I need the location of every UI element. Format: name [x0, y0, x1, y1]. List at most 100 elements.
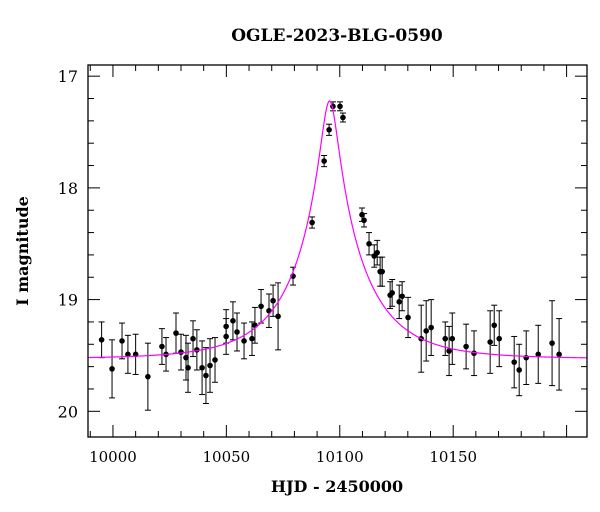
x-tick-label: 10050	[202, 448, 250, 466]
data-point	[399, 281, 406, 312]
point-marker	[119, 338, 125, 344]
data-point	[374, 239, 381, 266]
point-marker	[399, 293, 405, 300]
data-point	[241, 322, 248, 360]
point-marker	[366, 240, 372, 247]
point-marker	[516, 367, 522, 373]
point-marker	[173, 330, 179, 336]
point-marker	[190, 335, 196, 342]
point-marker	[145, 373, 151, 380]
point-marker	[207, 362, 213, 369]
point-marker	[199, 364, 205, 371]
point-marker	[337, 103, 343, 110]
x-tick-label: 10150	[429, 448, 477, 466]
data-point	[173, 312, 180, 354]
point-marker	[183, 354, 189, 361]
point-marker	[321, 158, 327, 164]
point-marker	[361, 217, 367, 224]
data-point	[487, 310, 494, 374]
data-point	[379, 256, 386, 287]
data-point	[449, 312, 456, 365]
data-point	[258, 289, 265, 324]
point-marker	[249, 335, 255, 342]
point-marker	[535, 351, 542, 358]
data-point	[98, 321, 105, 359]
point-marker	[491, 322, 498, 329]
data-point	[212, 337, 219, 383]
data-point	[275, 282, 282, 351]
point-marker	[309, 219, 315, 226]
plot-frame	[87, 64, 588, 438]
data-point	[132, 333, 139, 375]
data-point	[182, 334, 189, 381]
x-tick-label: 10100	[316, 448, 364, 466]
data-point	[511, 335, 518, 389]
x-tick-label: 10000	[89, 448, 137, 466]
point-marker	[396, 299, 402, 305]
data-point	[446, 325, 453, 377]
point-marker	[98, 337, 105, 343]
data-point	[535, 324, 542, 384]
data-point	[248, 321, 255, 356]
data-point	[523, 330, 530, 385]
data-point	[185, 342, 192, 393]
data-point	[423, 300, 430, 362]
point-marker	[241, 338, 247, 344]
data-point	[190, 320, 197, 358]
point-marker	[258, 303, 264, 310]
data-point	[229, 301, 236, 341]
data-point	[234, 312, 241, 352]
point-marker	[125, 351, 131, 358]
data-point	[371, 244, 378, 268]
point-marker	[428, 324, 434, 331]
point-marker	[159, 343, 165, 350]
point-marker	[203, 372, 209, 379]
data-point	[144, 342, 151, 411]
point-marker	[405, 314, 411, 321]
point-marker	[185, 364, 191, 371]
point-marker	[556, 351, 562, 358]
data-point	[336, 101, 343, 112]
point-marker	[463, 343, 469, 350]
data-point	[361, 213, 368, 228]
model-curve	[87, 100, 588, 359]
data-point	[321, 154, 328, 168]
tick-labels: 10000 10050 10100 10150 17 18 19 20	[58, 67, 477, 466]
point-marker	[234, 329, 240, 335]
data-point	[202, 347, 209, 404]
point-marker	[326, 126, 332, 133]
point-marker	[252, 322, 258, 329]
point-marker	[446, 348, 452, 354]
point-marker	[449, 335, 456, 342]
point-marker	[223, 333, 229, 340]
data-point	[119, 322, 126, 360]
data-point	[339, 112, 346, 123]
data-point	[124, 334, 131, 374]
point-marker	[178, 349, 184, 355]
x-axis-label: HJD - 2450000	[271, 477, 403, 496]
point-marker	[379, 268, 385, 275]
data-point	[496, 310, 503, 368]
y-axis-label: I magnitude	[13, 196, 32, 306]
data-point	[549, 300, 556, 387]
y-tick-label: 18	[58, 179, 78, 198]
y-tick-label: 17	[58, 67, 78, 86]
chart-title: OGLE-2023-BLG-0590	[231, 26, 443, 46]
data-point	[309, 216, 316, 229]
point-marker	[423, 328, 429, 334]
point-marker	[487, 339, 493, 345]
axis-ticks	[88, 65, 587, 437]
point-marker	[109, 366, 115, 372]
data-point	[442, 321, 449, 356]
point-marker	[275, 313, 281, 320]
y-tick-label: 20	[58, 402, 78, 421]
data-point	[556, 318, 563, 391]
data-point	[177, 333, 184, 371]
point-marker	[340, 114, 346, 121]
data-point	[516, 343, 523, 397]
point-marker	[230, 318, 236, 324]
data-point	[428, 299, 435, 356]
data-points	[98, 101, 563, 411]
data-point	[109, 339, 116, 399]
